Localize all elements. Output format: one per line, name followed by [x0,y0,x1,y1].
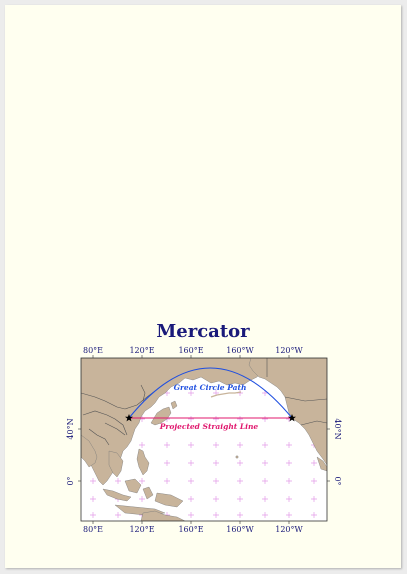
graticule-cross [115,512,121,518]
land-masses [81,358,327,521]
australia-landmass [140,510,186,521]
graticule-cross [237,416,243,422]
graticule-cross [188,390,194,396]
top-tick-label: 160°W [226,346,254,355]
bottom-tick-label: 120°E [129,525,154,534]
bottom-tick-label: 160°E [178,525,203,534]
southeast-asia-landmass [108,450,124,478]
graticule-cross [262,496,268,502]
graticule-cross [311,512,317,518]
graticule-cross [237,512,243,518]
graticule-cross [262,478,268,484]
graticule-cross [311,496,317,502]
right-tick-label: 40°N [333,418,342,439]
graticule-cross [286,496,292,502]
bottom-axis: 80°E 120°E 160°E 160°W 120°W [83,521,304,534]
graticule-cross [188,496,194,502]
left-axis: 40°N 0° [66,418,81,486]
graticule-cross [164,442,170,448]
graticule-cross [262,416,268,422]
philippines-landmass [136,448,150,476]
bottom-tick-label: 80°E [83,525,103,534]
map-frame [80,357,328,522]
graticule-cross [90,478,96,484]
top-tick-label: 120°E [129,346,154,355]
graticule-cross [188,512,194,518]
graticule-cross [188,460,194,466]
graticule-cross [164,478,170,484]
straight-line-label: Projected Straight Line [159,422,259,431]
top-tick-label: 80°E [83,346,103,355]
great-circle-label: Great Circle Path [174,383,247,392]
graticule-cross [286,460,292,466]
graticule-cross [139,442,145,448]
north-america-landmass [248,358,327,466]
indonesia-landmass [102,488,132,502]
graticule-cross [311,478,317,484]
graticule-cross [237,442,243,448]
graticule-cross [213,416,219,422]
graticule-cross [188,478,194,484]
graticule-cross [262,442,268,448]
japan-landmass [150,406,172,426]
graticule-cross [188,416,194,422]
graticule-cross [286,442,292,448]
country-borders [81,358,327,446]
graticule-cross [286,478,292,484]
graticule-cross [262,512,268,518]
graticule-cross [213,460,219,466]
graticule-cross [115,478,121,484]
map-title: Mercator [156,321,250,342]
graticule-cross [237,496,243,502]
graticule-cross [262,460,268,466]
graticule-cross [213,478,219,484]
graticule-cross [213,442,219,448]
india-landmass [81,434,98,468]
asia-landmass [81,358,268,486]
graticule-cross [213,496,219,502]
graticule-cross [237,460,243,466]
graticule-cross [164,460,170,466]
graticule-cross [213,512,219,518]
right-axis: 40°N 0° [327,418,342,486]
graticule-cross [139,478,145,484]
graticule-cross [90,496,96,502]
document-page: Mercator [5,5,401,568]
bottom-tick-label: 120°W [275,525,303,534]
great-circle-path [128,367,293,419]
right-tick-label: 0° [333,476,342,485]
graticule-cross [90,512,96,518]
top-tick-label: 160°E [178,346,203,355]
graticule-cross [286,512,292,518]
graticule-cross [237,478,243,484]
graticule-cross [139,496,145,502]
top-tick-label: 120°W [275,346,303,355]
top-axis: 80°E 120°E 160°E 160°W 120°W [83,346,304,358]
left-tick-label: 0° [66,476,75,485]
map-figure: Mercator [66,321,342,534]
graticule-cross [188,442,194,448]
bottom-tick-label: 160°W [226,525,254,534]
left-tick-label: 40°N [66,418,75,439]
graticule-cross [311,460,317,466]
